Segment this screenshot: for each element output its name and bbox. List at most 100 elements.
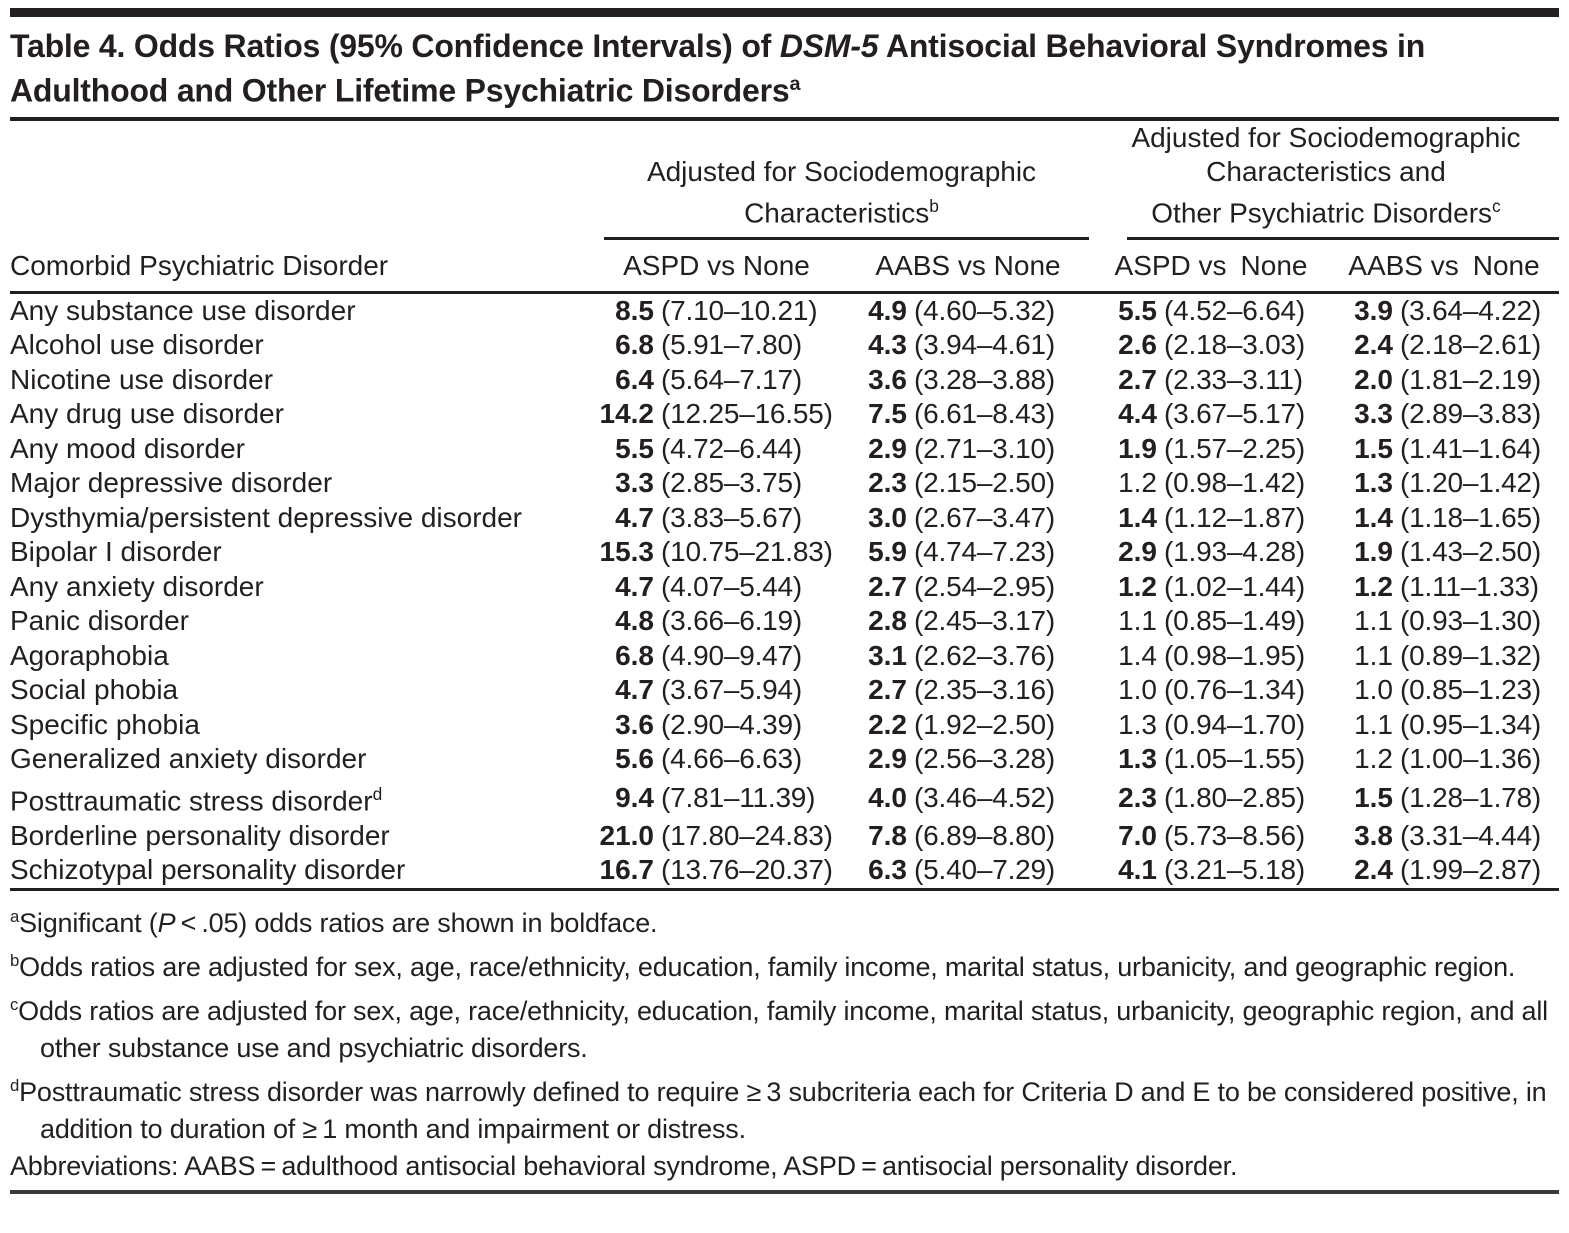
disorder-label: Any drug use disorder xyxy=(10,398,284,430)
disorder-label: Social phobia xyxy=(10,674,179,706)
disorder-label: Panic disorder xyxy=(10,605,189,637)
disorder-label: Posttraumatic stress disorderd xyxy=(10,783,383,817)
odds-ratio-cell: 2.2 (1.92–2.50) xyxy=(868,708,1056,740)
odds-ratio-cell: 1.3 (1.20–1.42) xyxy=(1354,467,1542,499)
col-header-aabs-2: AABS vs None xyxy=(1329,239,1559,294)
odds-ratio-cell: 4.0 (3.46–4.52) xyxy=(868,781,1056,813)
odds-ratio-cell: 1.9 (1.57–2.25) xyxy=(1118,432,1306,464)
group-header-full-adjustment: Adjusted for Sociodemographic Characteri… xyxy=(1093,121,1559,240)
odds-ratio-cell: 3.1 (2.62–3.76) xyxy=(868,639,1056,671)
table-row: Major depressive disorder 3.3 (2.85–3.75) 2… xyxy=(10,466,1559,501)
table-row: Nicotine use disorder 6.4 (5.64–7.17) 3.6 (3… xyxy=(10,363,1559,398)
title-text-1: Table 4. Odds Ratios (95% Confidence Int… xyxy=(10,28,780,64)
odds-ratio-cell: 3.9 (3.64–4.22) xyxy=(1354,294,1542,326)
title-dsm5-italic: DSM-5 xyxy=(779,28,879,64)
table-row: Schizotypal personality disorder 16.7 (13.… xyxy=(10,853,1559,891)
odds-ratio-cell: 15.3 (10.75–21.83) xyxy=(599,536,833,568)
odds-ratio-cell: 8.5 (7.10–10.21) xyxy=(615,294,818,326)
top-rule-bar xyxy=(10,8,1559,17)
footnotes-block: aSignificant (P < .05) odds ratios are s… xyxy=(10,891,1559,1185)
odds-ratio-cell: 2.7 (2.54–2.95) xyxy=(868,570,1056,602)
table-row: Social phobia 4.7 (3.67–5.94) 2.7 (2.35–3.16… xyxy=(10,673,1559,708)
col-header-aabs-1: AABS vs None xyxy=(843,239,1093,294)
odds-ratio-cell: 2.9 (2.56–3.28) xyxy=(868,743,1056,775)
title-footnote-marker: a xyxy=(789,73,801,95)
odds-ratio-cell: 1.3 (0.94–1.70) xyxy=(1118,708,1306,740)
odds-ratio-cell: 3.6 (3.28–3.88) xyxy=(868,363,1056,395)
odds-ratio-cell: 5.5 (4.72–6.44) xyxy=(615,432,803,464)
table-row: Posttraumatic stress disorderd 9.4 (7.81–1… xyxy=(10,777,1559,819)
odds-ratio-cell: 4.7 (3.83–5.67) xyxy=(615,501,803,533)
odds-ratio-cell: 14.2 (12.25–16.55) xyxy=(599,398,833,430)
disorder-label: Any mood disorder xyxy=(10,432,246,464)
page-title: Table 4. Odds Ratios (95% Confidence Int… xyxy=(10,17,1559,121)
table-body: Any substance use disorder 8.5 (7.10–10.21… xyxy=(10,292,1559,891)
odds-ratio-cell: 3.3 (2.85–3.75) xyxy=(615,467,803,499)
table-row: Generalized anxiety disorder 5.6 (4.66–6.6… xyxy=(10,742,1559,777)
disorder-label: Any anxiety disorder xyxy=(10,570,264,602)
disorder-label: Major depressive disorder xyxy=(10,467,333,499)
disorder-label: Alcohol use disorder xyxy=(10,329,264,361)
odds-ratio-cell: 1.1 (0.93–1.30) xyxy=(1354,605,1542,637)
table-row: Dysthymia/persistent depressive disorder… xyxy=(10,501,1559,536)
odds-ratio-cell: 6.8 (5.91–7.80) xyxy=(615,329,803,361)
group1-line2: Characteristicsb xyxy=(744,195,939,228)
odds-ratio-cell: 1.2 (1.11–1.33) xyxy=(1354,570,1539,602)
odds-ratio-cell: 3.0 (2.67–3.47) xyxy=(868,501,1056,533)
odds-ratio-cell: 2.8 (2.45–3.17) xyxy=(868,605,1056,637)
group2-spanner-rule xyxy=(1127,236,1559,240)
group1-spanner-rule xyxy=(604,236,1089,240)
row-header-label: Comorbid Psychiatric Disorder xyxy=(10,239,590,294)
disorder-label: Generalized anxiety disorder xyxy=(10,743,367,775)
odds-ratio-cell: 1.2 (0.98–1.42) xyxy=(1118,467,1306,499)
disorder-label: Bipolar I disorder xyxy=(10,536,222,568)
odds-ratio-table: Adjusted for Sociodemographic Characteri… xyxy=(10,121,1559,891)
bottom-rule-bar xyxy=(10,1189,1559,1194)
odds-ratio-cell: 1.5 (1.41–1.64) xyxy=(1354,432,1542,464)
table-row: Panic disorder 4.8 (3.66–6.19) 2.8 (2.45–3.1… xyxy=(10,604,1559,639)
odds-ratio-cell: 1.4 (1.12–1.87) xyxy=(1118,501,1306,533)
column-header-row: Comorbid Psychiatric Disorder ASPD vs No… xyxy=(10,239,1559,294)
group-header-spacer xyxy=(10,121,590,240)
odds-ratio-cell: 1.1 (0.95–1.34) xyxy=(1354,708,1542,740)
group1-footnote-marker: b xyxy=(929,195,939,216)
odds-ratio-cell: 16.7 (13.76–20.37) xyxy=(590,853,843,891)
disorder-label: Schizotypal personality disorder xyxy=(10,853,590,891)
table-row: Any substance use disorder 8.5 (7.10–10.21… xyxy=(10,292,1559,328)
odds-ratio-cell: 5.9 (4.74–7.23) xyxy=(868,536,1056,568)
odds-ratio-cell: 1.9 (1.43–2.50) xyxy=(1354,536,1542,568)
table-row: Any mood disorder 5.5 (4.72–6.44) 2.9 (2.71–… xyxy=(10,432,1559,467)
table-row: Any anxiety disorder 4.7 (4.07–5.44) 2.7 (2.… xyxy=(10,570,1559,605)
odds-ratio-cell: 4.7 (4.07–5.44) xyxy=(615,570,803,602)
table-row: Specific phobia 3.6 (2.90–4.39) 2.2 (1.92–2.… xyxy=(10,708,1559,743)
journal-table-page: Table 4. Odds Ratios (95% Confidence Int… xyxy=(0,8,1569,1194)
odds-ratio-cell: 2.7 (2.35–3.16) xyxy=(868,674,1056,706)
group2-line1: Adjusted for Sociodemographic xyxy=(1131,121,1521,153)
footnote-a: aSignificant (P < .05) odds ratios are s… xyxy=(10,906,658,938)
table-row: Agoraphobia 6.8 (4.90–9.47) 3.1 (2.62–3.76) 1… xyxy=(10,639,1559,674)
odds-ratio-cell: 9.4 (7.81–11.39) xyxy=(615,781,816,813)
odds-ratio-cell: 1.1 (0.85–1.49) xyxy=(1118,605,1306,637)
odds-ratio-cell: 1.1 (0.89–1.32) xyxy=(1354,639,1542,671)
table-row: Any drug use disorder 14.2 (12.25–16.55) 7.… xyxy=(10,397,1559,432)
odds-ratio-cell: 1.2 (1.02–1.44) xyxy=(1118,570,1306,602)
odds-ratio-cell: 4.8 (3.66–6.19) xyxy=(615,605,803,637)
odds-ratio-cell: 1.5 (1.28–1.78) xyxy=(1354,781,1542,813)
odds-ratio-cell: 2.7 (2.33–3.11) xyxy=(1118,363,1303,395)
footnote-d: dPosttraumatic stress disorder was narro… xyxy=(10,1075,1547,1144)
col-header-aspd-1: ASPD vs None xyxy=(590,239,843,294)
odds-ratio-cell: 5.6 (4.66–6.63) xyxy=(615,743,803,775)
odds-ratio-cell: 21.0 (17.80–24.83) xyxy=(599,819,833,851)
odds-ratio-cell: 2.0 (1.81–2.19) xyxy=(1354,363,1542,395)
odds-ratio-cell: 4.4 (3.67–5.17) xyxy=(1118,398,1306,430)
title-text-2: Antisocial Behavioral Syndromes in Adult… xyxy=(10,28,1426,109)
disorder-label: Dysthymia/persistent depressive disorder xyxy=(10,501,522,533)
odds-ratio-cell: 4.7 (3.67–5.94) xyxy=(615,674,803,706)
odds-ratio-cell: 4.3 (3.94–4.61) xyxy=(868,329,1056,361)
footnote-c: cOdds ratios are adjusted for sex, age, … xyxy=(10,994,1548,1063)
disorder-label: Specific phobia xyxy=(10,708,200,740)
odds-ratio-cell: 2.4 (1.99–2.87) xyxy=(1329,853,1559,891)
group2-footnote-marker: c xyxy=(1492,195,1501,216)
abbreviations-note: Abbreviations: AABS = adulthood antisoci… xyxy=(10,1150,1238,1181)
table-header: Adjusted for Sociodemographic Characteri… xyxy=(10,121,1559,294)
